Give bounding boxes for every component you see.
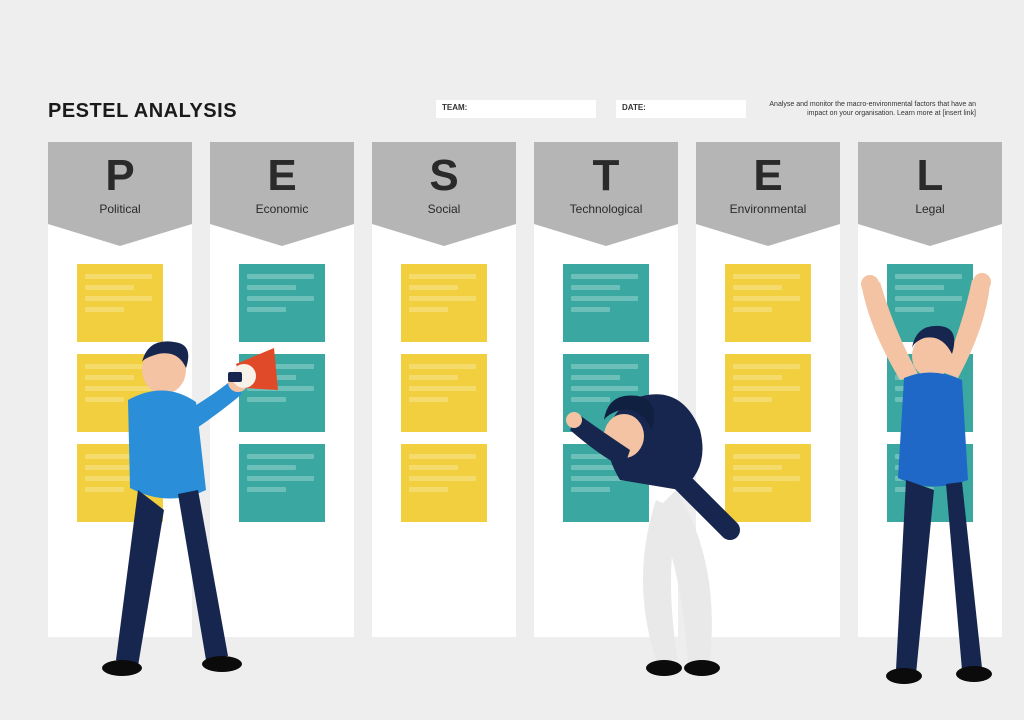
card-text-line	[409, 454, 476, 459]
column-label: Political	[48, 202, 192, 216]
column-tab: P Political	[48, 142, 192, 224]
card-text-line	[409, 476, 476, 481]
column-label: Environmental	[696, 202, 840, 216]
team-field[interactable]: TEAM:	[436, 100, 596, 118]
chevron-down-icon	[534, 224, 678, 246]
sticky-card[interactable]	[401, 444, 487, 522]
description-text: Analyse and monitor the macro-environmen…	[766, 100, 976, 118]
sticky-card[interactable]	[401, 264, 487, 342]
sticky-card[interactable]	[725, 264, 811, 342]
column-tab: L Legal	[858, 142, 1002, 224]
column-tab: E Environmental	[696, 142, 840, 224]
card-text-line	[733, 285, 782, 290]
column-label: Social	[372, 202, 516, 216]
card-text-line	[733, 307, 772, 312]
column-letter: L	[858, 154, 1002, 198]
sticky-card[interactable]	[401, 354, 487, 432]
column-letter: T	[534, 154, 678, 198]
date-field[interactable]: DATE:	[616, 100, 746, 118]
card-text-line	[85, 296, 152, 301]
pestel-column-social: S Social	[372, 142, 516, 637]
column-label: Technological	[534, 202, 678, 216]
card-text-line	[409, 296, 476, 301]
card-text-line	[571, 296, 638, 301]
card-text-line	[571, 274, 638, 279]
column-label: Legal	[858, 202, 1002, 216]
card-text-line	[409, 274, 476, 279]
chevron-down-icon	[48, 224, 192, 246]
card-text-line	[85, 307, 124, 312]
card-text-line	[733, 274, 800, 279]
column-tab: S Social	[372, 142, 516, 224]
chevron-down-icon	[372, 224, 516, 246]
card-text-line	[409, 285, 458, 290]
person-megaphone-illustration	[78, 330, 278, 710]
sticky-card[interactable]	[563, 264, 649, 342]
card-text-line	[247, 285, 296, 290]
column-letter: S	[372, 154, 516, 198]
card-text-line	[409, 307, 448, 312]
chevron-down-icon	[696, 224, 840, 246]
chevron-down-icon	[210, 224, 354, 246]
column-tab: T Technological	[534, 142, 678, 224]
page-title: PESTEL ANALYSIS	[48, 100, 237, 123]
column-label: Economic	[210, 202, 354, 216]
card-text-line	[733, 296, 800, 301]
card-text-line	[409, 487, 448, 492]
card-text-line	[247, 307, 286, 312]
card-text-line	[571, 285, 620, 290]
card-text-line	[409, 397, 448, 402]
card-text-line	[409, 386, 476, 391]
column-tab: E Economic	[210, 142, 354, 224]
card-text-line	[409, 375, 458, 380]
column-panel	[372, 224, 516, 637]
column-letter: P	[48, 154, 192, 198]
card-text-line	[247, 274, 314, 279]
person-inspecting-illustration	[560, 360, 780, 720]
column-letter: E	[210, 154, 354, 198]
card-text-line	[247, 296, 314, 301]
card-text-line	[85, 274, 152, 279]
card-text-line	[409, 364, 476, 369]
chevron-down-icon	[858, 224, 1002, 246]
card-text-line	[409, 465, 458, 470]
person-posting-illustration	[850, 270, 1010, 710]
column-letter: E	[696, 154, 840, 198]
card-text-line	[85, 285, 134, 290]
card-text-line	[571, 307, 610, 312]
